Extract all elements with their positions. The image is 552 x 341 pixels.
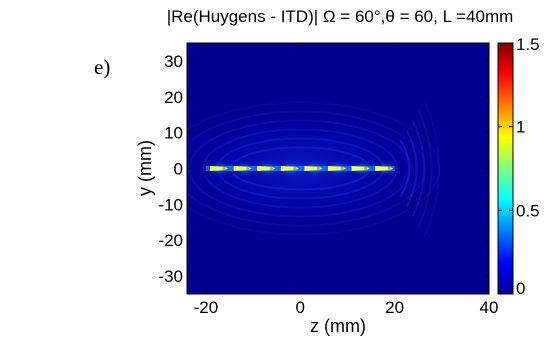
y-tick-label: 10: [164, 124, 183, 143]
colorbar-tick-label: 0.5: [516, 201, 540, 220]
heatmap-plot-area: [187, 43, 489, 294]
hotspot-core: [293, 166, 297, 171]
y-tick-label: 30: [164, 52, 183, 71]
colorbar-tick-label: 0: [516, 279, 525, 298]
ripple-ring: [187, 101, 441, 236]
colorbar-axis: 1.5 1 0.5 0: [498, 35, 540, 298]
ripple-arc: [423, 100, 441, 237]
y-tick-label: -30: [158, 267, 183, 286]
y-axis: 30 20 10 0 -10 -20 -30: [158, 52, 489, 286]
ripple-arc: [411, 120, 426, 217]
ripple-arc: [417, 110, 433, 227]
hotspot-core: [363, 166, 368, 171]
y-tick-label: 20: [164, 88, 183, 107]
ripple-ring: [187, 110, 427, 227]
ripple-arc: [399, 139, 411, 198]
y-tick-label: -20: [158, 231, 183, 250]
hotspot-core: [246, 166, 250, 171]
x-axis: -20 0 20 40: [194, 43, 499, 317]
hotspot-core: [269, 166, 273, 171]
y-tick-label: -10: [158, 195, 183, 214]
hotspot-core: [340, 166, 344, 171]
colorbar-tick-label: 1.5: [516, 35, 540, 54]
hotspot-core: [316, 166, 321, 171]
x-tick-label: -20: [194, 298, 219, 317]
y-tick-label: 0: [174, 160, 183, 179]
colorbar-tick-label: 1: [516, 118, 525, 137]
x-tick-label: 0: [296, 298, 305, 317]
panel-label: e): [94, 55, 110, 79]
y-axis-label: y (mm): [135, 140, 155, 196]
hotspots: [205, 160, 400, 177]
x-tick-label: 20: [385, 298, 404, 317]
x-axis-label: z (mm): [310, 316, 366, 336]
hotspot-core: [387, 166, 391, 171]
x-tick-label: 40: [480, 298, 499, 317]
ripple-arc: [405, 130, 418, 207]
hotspot-core: [222, 166, 226, 171]
colorbar: [498, 43, 513, 294]
colorbar-frame: [497, 42, 514, 295]
chart-title: |Re(Huygens - ITD)| Ω = 60°,θ = 60, L =4…: [167, 7, 514, 26]
